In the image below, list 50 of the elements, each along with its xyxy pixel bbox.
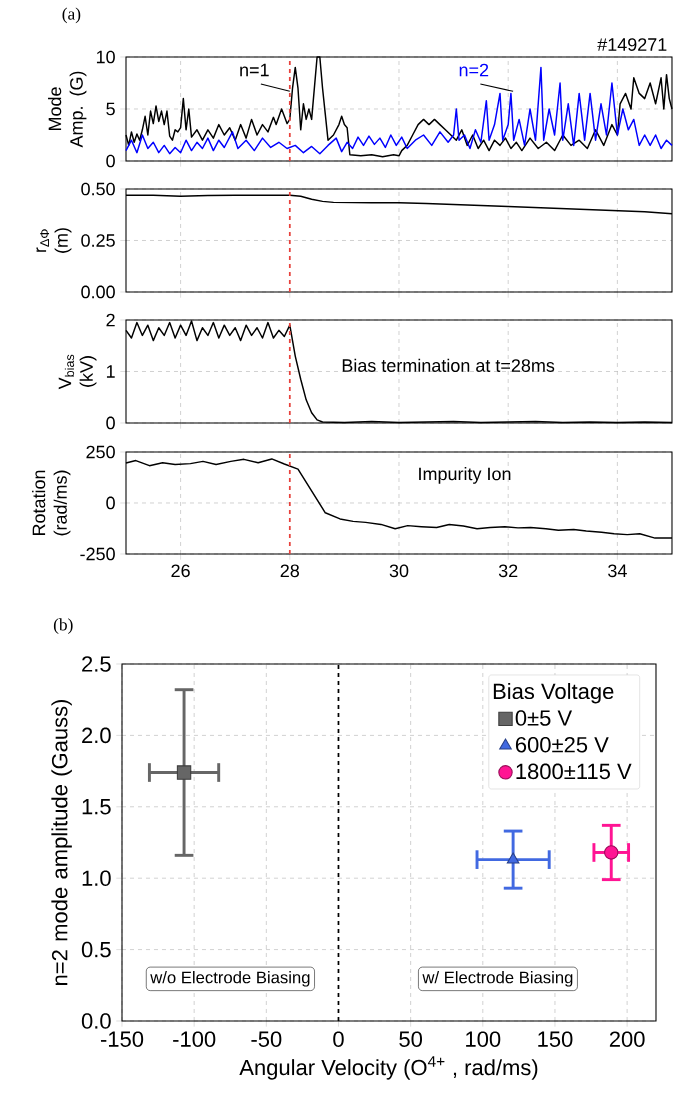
y-tick-label: 250 [86, 445, 115, 459]
y-axis-title: n=2 mode amplitude (Gauss) [51, 699, 72, 986]
x-tick-label: 28 [280, 564, 300, 578]
y-tick-label: 0.0 [81, 1013, 111, 1029]
x-tick-label: -100 [173, 1031, 216, 1047]
legend-label: 600±25 V [515, 736, 609, 753]
y-axis-title: V$_{bias}$ (kV) [58, 354, 97, 390]
legend-title: Bias Voltage [493, 682, 614, 704]
y-tick-label: 5 [106, 102, 115, 116]
x-tick-label: 150 [538, 1031, 573, 1047]
x-tick-label: -50 [251, 1031, 282, 1047]
text: (b) [53, 618, 73, 634]
x-tick-label: 26 [171, 564, 190, 578]
y-tick-label: 2.0 [82, 727, 111, 744]
y-tick-label: 1 [106, 365, 115, 378]
annotation: Bias termination at t=28ms [342, 358, 555, 372]
x-tick-label: 50 [399, 1031, 423, 1047]
text: (a) [62, 7, 81, 24]
y-tick-label: 0 [106, 416, 115, 430]
y-tick-label: 2.5 [82, 656, 111, 672]
x-tick-label: 0 [333, 1031, 344, 1047]
y-tick-label: 0.50 [81, 182, 115, 196]
series-label: n=2 [459, 63, 489, 77]
text: #149271 [597, 38, 667, 51]
x-tick-label: 100 [466, 1031, 501, 1047]
x-tick-label: 30 [389, 564, 409, 578]
annotation: Impurity Ion [419, 467, 511, 484]
y-axis-title: Mode Amp. (G) [48, 71, 87, 148]
annotation: w/ Electrode Biasing [422, 971, 573, 987]
x-tick-label: 200 [609, 1031, 645, 1047]
y-tick-label: 10 [96, 50, 115, 64]
x-tick-label: -150 [100, 1031, 144, 1047]
y-tick-label: 0 [106, 154, 115, 168]
y-tick-label: 0.5 [81, 941, 111, 958]
legend-label: 0±5 V [515, 710, 573, 726]
legend-label: 1800±115 V [516, 763, 632, 780]
annotation: w/o Electrode Biasing [150, 971, 310, 987]
y-tick-label: 0.00 [81, 285, 115, 299]
y-tick-label: 1.5 [82, 799, 111, 815]
y-tick-label: 2 [106, 313, 115, 327]
x-tick-label: 32 [498, 564, 518, 578]
x-tick-label: 34 [608, 564, 627, 578]
y-axis-title: r$_{ΔΦ}$ (m) [36, 228, 72, 253]
y-tick-label: 1.0 [82, 870, 111, 886]
y-tick-label: 0.25 [81, 234, 115, 247]
series-label: n=1 [240, 63, 269, 77]
y-tick-label: 0 [106, 496, 115, 510]
x-axis-title: Angular Velocity (O$^{4+}$ , rad/ms) [239, 1056, 538, 1080]
y-tick-label: -250 [80, 547, 115, 561]
y-axis-title: Rotation (rad/ms) [32, 470, 71, 536]
